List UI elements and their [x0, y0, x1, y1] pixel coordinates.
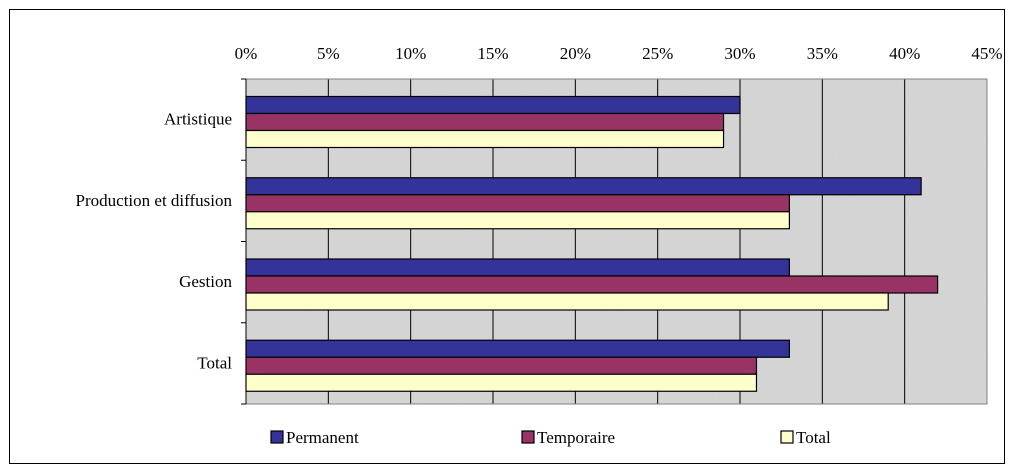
bar	[245, 339, 791, 358]
y-axis: Artistique Production et diffusion Gestion…	[76, 78, 247, 405]
bar	[245, 112, 725, 132]
bar	[245, 95, 741, 115]
legend-label: Temporaire	[537, 428, 615, 447]
bar	[245, 129, 725, 149]
legend-swatch	[521, 430, 535, 444]
x-tick-label: 35%	[807, 44, 838, 63]
x-tick-label: 40%	[889, 44, 920, 63]
legend-label: Permanent	[286, 428, 359, 447]
x-tick-label: 45%	[971, 44, 1002, 63]
bar	[245, 258, 791, 277]
legend-swatch	[270, 430, 284, 444]
x-tick-label: 0%	[235, 44, 258, 63]
legend-swatch	[780, 430, 794, 444]
bar	[245, 211, 791, 230]
category-label: Total	[197, 353, 232, 372]
bar	[245, 356, 758, 375]
bars	[245, 95, 939, 392]
bar	[245, 194, 791, 213]
category-label: Gestion	[179, 272, 232, 291]
legend: Permanent Temporaire Total	[270, 428, 831, 447]
x-tick-label: 10%	[395, 44, 426, 63]
x-tick-label: 5%	[317, 44, 340, 63]
x-tick-label: 25%	[642, 44, 673, 63]
category-label: Production et diffusion	[76, 191, 233, 210]
legend-label: Total	[796, 428, 831, 447]
bar	[245, 373, 758, 392]
bar	[245, 275, 939, 294]
x-tick-label: 30%	[724, 44, 755, 63]
bar	[245, 292, 889, 311]
category-label: Artistique	[164, 110, 232, 129]
bar	[245, 177, 922, 196]
x-tick-label: 15%	[477, 44, 508, 63]
x-axis: 0% 5% 10% 15% 20% 25% 30% 35% 40% 45%	[235, 44, 1003, 63]
x-tick-label: 20%	[560, 44, 591, 63]
